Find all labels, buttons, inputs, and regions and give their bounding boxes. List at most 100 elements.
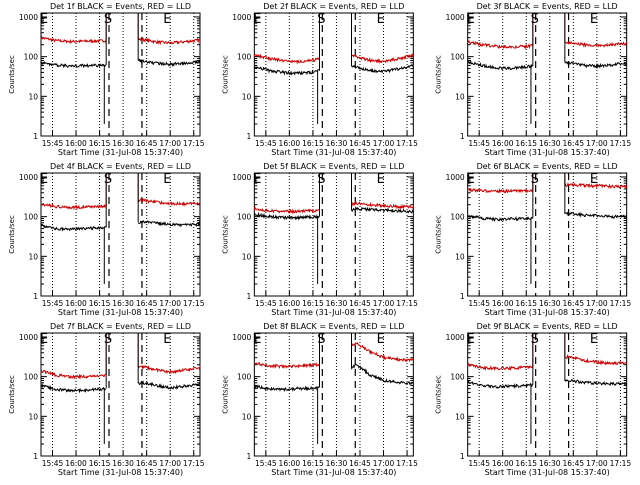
x-tick-label: 16:00: [65, 139, 87, 148]
chart-panel-2: Det 2f BLACK = Events, RED = LLD 1 10 100 10…: [221, 2, 418, 157]
y-tick-label: 10: [455, 92, 465, 101]
lld-series-line-post: [137, 364, 201, 375]
y-tick-label: 1: [247, 452, 252, 461]
event-marker: E: [163, 332, 171, 347]
plot-frame: [467, 332, 628, 457]
lld-series-line-post: [137, 36, 201, 46]
y-tick-label: 1000: [232, 173, 251, 182]
x-tick-label: 16:45: [136, 139, 158, 148]
chart-panel-8: Det 8f BLACK = Events, RED = LLD 1 10 100 10…: [221, 322, 418, 477]
lld-series-line-pre: [40, 203, 107, 211]
x-tick-label: 15:45: [468, 299, 490, 308]
y-axis-label: Counts/sec: [221, 215, 229, 254]
x-tick-label: 16:30: [326, 139, 348, 148]
x-tick-label: 17:15: [396, 139, 418, 148]
x-tick-label: 15:45: [42, 139, 64, 148]
lld-series-line-pre: [253, 205, 320, 215]
event-marker: E: [377, 172, 385, 187]
events-series-line-post: [564, 379, 627, 387]
y-tick-label: 100: [24, 213, 39, 222]
events-series-line-post: [351, 64, 414, 74]
x-tick-label: 15:45: [255, 139, 277, 148]
chart-panel-6: Det 6f BLACK = Events, RED = LLD 1 10 100 10…: [435, 162, 632, 317]
y-tick-label: 1: [33, 132, 38, 141]
event-marker: S: [317, 332, 325, 347]
events-series-line-pre: [253, 384, 320, 393]
x-tick-label: 17:15: [610, 459, 632, 468]
x-tick-label: 17:00: [586, 299, 608, 308]
y-tick-label: 1000: [446, 173, 465, 182]
x-tick-label: 17:15: [610, 139, 632, 148]
x-tick-label: 16:15: [515, 459, 537, 468]
x-tick-label: 17:15: [183, 299, 205, 308]
y-tick-label: 100: [450, 53, 465, 62]
event-marker: S: [317, 172, 325, 187]
x-tick-label: 16:45: [563, 299, 585, 308]
y-tick-label: 100: [450, 373, 465, 382]
x-tick-label: 16:15: [89, 139, 111, 148]
y-tick-label: 100: [237, 213, 252, 222]
event-marker: E: [40, 12, 48, 27]
events-series-line-pre: [253, 66, 320, 76]
y-tick-label: 10: [28, 252, 38, 261]
x-axis-label: Start Time (31-Jul-08 15:37:40): [485, 148, 610, 157]
y-axis-label: Counts/sec: [8, 375, 16, 414]
events-series-line-pre: [467, 214, 533, 223]
chart-title: Det 7f BLACK = Events, RED = LLD: [50, 322, 191, 331]
y-tick-label: 1: [460, 132, 465, 141]
lld-series-line-post: [564, 354, 627, 366]
lld-series-line-pre: [253, 53, 320, 65]
event-marker: E: [590, 12, 598, 27]
x-tick-label: 16:30: [539, 299, 561, 308]
event-marker: S: [104, 332, 112, 347]
event-marker: E: [40, 332, 48, 347]
events-series-line-pre: [467, 380, 533, 390]
events-series-line-post: [138, 219, 201, 228]
x-tick-label: 15:45: [468, 139, 490, 148]
y-tick-label: 10: [242, 412, 252, 421]
event-marker: E: [467, 172, 475, 187]
chart-panel-1: Det 1f BLACK = Events, RED = LLD 1 10 100 10…: [8, 2, 205, 157]
events-series-line-pre: [467, 59, 533, 71]
events-series-line-post: [137, 380, 201, 390]
plot-frame: [40, 332, 201, 457]
lld-series-line-pre: [40, 34, 107, 45]
x-tick-label: 17:00: [586, 459, 608, 468]
x-tick-label: 17:00: [586, 139, 608, 148]
lld-series-line-post: [137, 198, 201, 207]
x-tick-label: 16:45: [136, 459, 158, 468]
plot-frame: [467, 172, 628, 297]
lld-series-line-pre: [467, 39, 533, 50]
x-tick-label: 16:45: [563, 459, 585, 468]
y-tick-label: 1: [460, 452, 465, 461]
x-tick-label: 16:00: [65, 459, 87, 468]
y-axis-label: Counts/sec: [435, 375, 443, 414]
event-marker: S: [531, 332, 539, 347]
x-axis-label: Start Time (31-Jul-08 15:37:40): [271, 148, 396, 157]
x-tick-label: 16:15: [515, 139, 537, 148]
x-tick-label: 16:30: [326, 299, 348, 308]
x-tick-label: 16:45: [563, 139, 585, 148]
x-tick-label: 16:45: [349, 459, 371, 468]
lld-series-line-post: [564, 182, 628, 189]
events-series-line-post: [138, 58, 201, 67]
y-axis-label: Counts/sec: [8, 55, 16, 94]
y-tick-label: 1000: [232, 13, 251, 22]
y-tick-label: 1: [247, 132, 252, 141]
x-tick-label: 17:00: [373, 139, 395, 148]
x-axis-label: Start Time (31-Jul-08 15:37:40): [58, 148, 183, 157]
plot-frame: [253, 332, 414, 457]
y-tick-label: 1: [247, 292, 252, 301]
lld-series-line-pre: [40, 369, 106, 380]
event-marker: E: [377, 12, 385, 27]
event-marker: E: [40, 172, 48, 187]
event-marker: E: [467, 332, 475, 347]
chart-title: Det 6f BLACK = Events, RED = LLD: [477, 162, 618, 171]
y-tick-label: 100: [237, 53, 252, 62]
x-tick-label: 16:45: [349, 139, 371, 148]
y-tick-label: 1000: [446, 13, 465, 22]
plot-frame: [253, 172, 414, 297]
chart-panel-5: Det 5f BLACK = Events, RED = LLD 1 10 100 10…: [221, 162, 418, 317]
chart-title: Det 3f BLACK = Events, RED = LLD: [477, 2, 618, 11]
y-axis-label: Counts/sec: [221, 55, 229, 94]
